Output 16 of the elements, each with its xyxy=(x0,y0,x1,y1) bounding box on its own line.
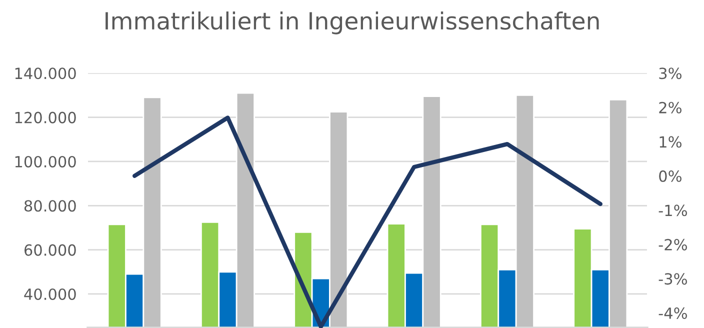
y2-tick-label: 3% xyxy=(659,68,682,80)
y2-tick-label: -1% xyxy=(658,204,687,216)
y-tick-label: 40.000 xyxy=(24,288,76,300)
y-tick-label: 120.000 xyxy=(15,112,76,124)
y-tick-label: 100.000 xyxy=(15,156,76,168)
y2-tick-label: 2% xyxy=(659,102,682,114)
y2-tick-label: 1% xyxy=(660,136,682,148)
y-tick-label: 140.000 xyxy=(15,68,76,80)
y-tick-label: 60.000 xyxy=(24,244,76,256)
y2-tick-label: -3% xyxy=(658,273,687,285)
y2-tick-label: 0% xyxy=(659,170,682,182)
y2-tick-label: -2% xyxy=(658,238,687,250)
y-tick-label: 80.000 xyxy=(24,200,76,212)
y2-tick-label: -4% xyxy=(658,307,687,319)
chart-title: Immatrikuliert in Ingenieurwissenschaften xyxy=(106,11,599,34)
line-series xyxy=(132,116,602,328)
